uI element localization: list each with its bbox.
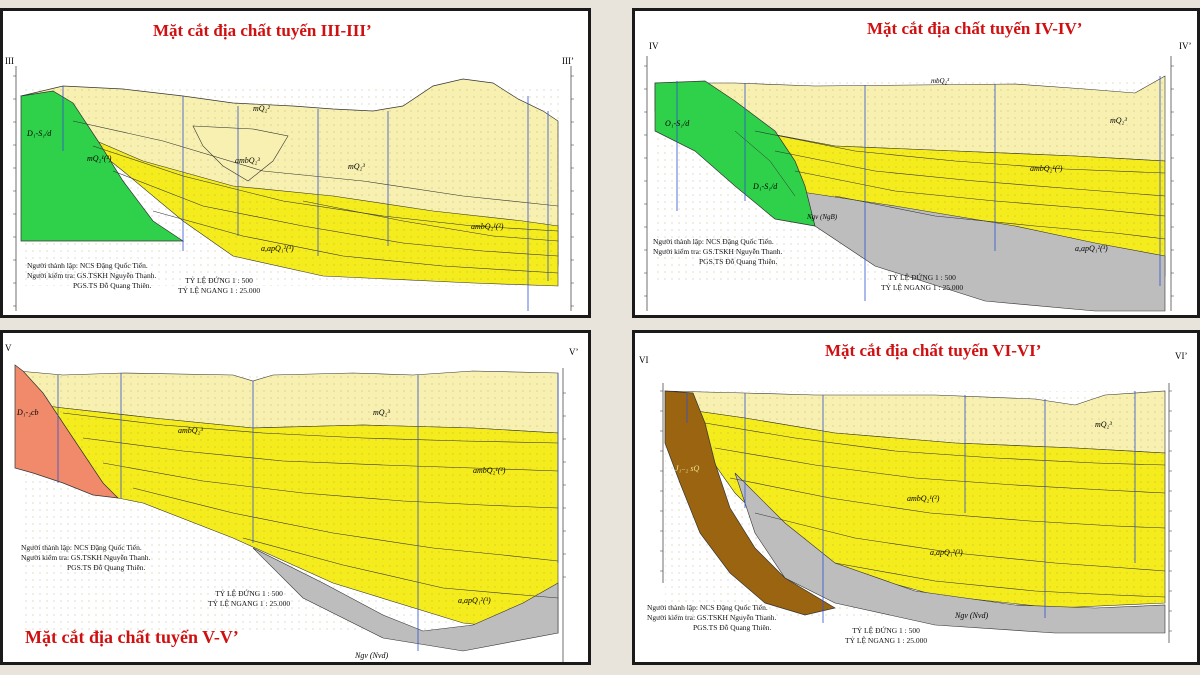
unit-label: Ngv (NgB) (806, 213, 838, 221)
credit-maker: Người thành lập: NCS Đặng Quốc Tiến. (653, 237, 774, 246)
unit-label: mQ₂³ (1110, 116, 1127, 125)
section-vi-credits: Người thành lập: NCS Đặng Quốc Tiến. Ngư… (647, 603, 776, 633)
section-iii-left-end: III (5, 56, 14, 66)
credit-checker-2: PGS.TS Đỗ Quang Thiên. (73, 281, 152, 290)
credit-checker: Người kiểm tra: GS.TSKH Nguyễn Thanh. (647, 613, 777, 622)
section-iv-title: Mặt cắt địa chất tuyến IV-IV’ (867, 19, 1083, 38)
scale-horizontal: TỶ LỆ NGANG 1 : 25.000 (881, 283, 964, 292)
scale-horizontal: TỶ LỆ NGANG 1 : 25.000 (845, 636, 928, 645)
section-v-title: Mặt cắt địa chất tuyến V-V’ (25, 627, 239, 647)
section-vi-right-end: VI’ (1175, 351, 1188, 361)
section-vi-panel: VI VI’ J₁₋₂ sQ mQ₂³ ambQ₂¹(²) a,apQ₁²(³)… (632, 330, 1200, 665)
section-v-panel: V V’ D₁-₂cb mQ₂³ ambQ₂³ ambQ₂¹(²) a,apQ₁… (0, 330, 591, 665)
unit-label: mbQ₂³ (931, 77, 950, 85)
credit-checker-2: PGS.TS Đỗ Quang Thiên. (693, 623, 772, 632)
scale-vertical: TỶ LỆ ĐỨNG 1 : 500 (852, 626, 920, 635)
credit-checker: Người kiểm tra: GS.TSKH Nguyễn Thanh. (653, 247, 783, 256)
unit-label: mQ₂³ (373, 408, 390, 417)
section-iv-left-end: IV (649, 41, 659, 51)
credit-maker: Người thành lập: NCS Đặng Quốc Tiến. (21, 543, 142, 552)
unit-label: D₁-₂cb (16, 408, 39, 417)
unit-label: ambQ₂³ (178, 426, 203, 435)
unit-label: O₁-S₁/d (665, 119, 690, 128)
credit-checker-2: PGS.TS Đỗ Quang Thiên. (67, 563, 146, 572)
scale-vertical: TỶ LỆ ĐỨNG 1 : 500 (888, 273, 956, 282)
unit-label: mQ₂¹(²) (87, 154, 112, 163)
section-iii-panel: III III’ D₁-S₁/d mQ₂¹(²) mQ₂² mQ₂³ ambQ₂… (0, 8, 591, 318)
unit-label: ambQ₂¹(²) (473, 466, 506, 475)
unit-label: ambQ₂¹(²) (907, 494, 940, 503)
credit-checker: Người kiểm tra: GS.TSKH Nguyễn Thanh. (27, 271, 157, 280)
unit-label: Ngv (Nvd) (954, 611, 988, 620)
section-iii-credits: Người thành lập: NCS Đặng Quốc Tiến. Ngư… (27, 261, 156, 291)
unit-label: a,apQ₁²(³) (930, 548, 963, 557)
section-iv-scale: TỶ LỆ ĐỨNG 1 : 500 TỶ LỆ NGANG 1 : 25.00… (881, 273, 963, 293)
credit-checker-2: PGS.TS Đỗ Quang Thiên. (699, 257, 778, 266)
section-iv-drawing: IV IV’ O₁-S₁/d D₁-S₁/d mbQ₂³ mQ₂³ ambQ₂¹… (644, 41, 1192, 312)
unit-label: Ngv (Nvd) (354, 651, 388, 660)
scale-vertical: TỶ LỆ ĐỨNG 1 : 500 (215, 589, 283, 598)
credit-maker: Người thành lập: NCS Đặng Quốc Tiến. (27, 261, 148, 270)
section-vi-drawing: VI VI’ J₁₋₂ sQ mQ₂³ ambQ₂¹(²) a,apQ₁²(³)… (639, 351, 1188, 643)
credit-maker: Người thành lập: NCS Đặng Quốc Tiến. (647, 603, 768, 612)
unit-label: a,apQ₁²(³) (458, 596, 491, 605)
unit-label: ambQ₂³ (235, 156, 260, 165)
unit-label: a,apQ₁²(³) (1075, 244, 1108, 253)
section-vi-title: Mặt cắt địa chất tuyến VI-VI’ (825, 341, 1042, 360)
unit-label: ambQ₂¹(²) (471, 222, 504, 231)
scale-horizontal: TỶ LỆ NGANG 1 : 25.000 (208, 599, 291, 608)
unit-label: ambQ₂¹(²) (1030, 164, 1063, 173)
unit-label: mQ₂² (253, 104, 270, 113)
section-v-scale: TỶ LỆ ĐỨNG 1 : 500 TỶ LỆ NGANG 1 : 25.00… (208, 589, 290, 609)
section-vi-left-end: VI (639, 355, 649, 365)
section-iv-right-end: IV’ (1179, 41, 1192, 51)
unit-label: mQ₂³ (1095, 420, 1112, 429)
scale-vertical: TỶ LỆ ĐỨNG 1 : 500 (185, 276, 253, 285)
section-iii-right-end: III’ (562, 56, 574, 66)
section-v-right-end: V’ (569, 347, 579, 357)
unit-label: a,apQ₁²(³) (261, 244, 294, 253)
scale-horizontal: TỶ LỆ NGANG 1 : 25.000 (178, 286, 261, 295)
unit-label: mQ₂³ (348, 162, 365, 171)
section-v-drawing: V V’ D₁-₂cb mQ₂³ ambQ₂³ ambQ₂¹(²) a,apQ₁… (5, 343, 579, 662)
credit-checker: Người kiểm tra: GS.TSKH Nguyễn Thanh. (21, 553, 151, 562)
section-v-credits: Người thành lập: NCS Đặng Quốc Tiến. Ngư… (21, 543, 150, 573)
section-vi-scale: TỶ LỆ ĐỨNG 1 : 500 TỶ LỆ NGANG 1 : 25.00… (845, 626, 927, 646)
section-iii-drawing: III III’ D₁-S₁/d mQ₂¹(²) mQ₂² mQ₂³ ambQ₂… (5, 56, 574, 311)
section-v-left-end: V (5, 343, 12, 353)
section-iv-panel: IV IV’ O₁-S₁/d D₁-S₁/d mbQ₂³ mQ₂³ ambQ₂¹… (632, 8, 1200, 318)
section-iii-title: Mặt cắt địa chất tuyến III-III’ (153, 21, 372, 40)
unit-label: D₁-S₁/d (26, 129, 52, 138)
unit-label: J₁₋₂ sQ (675, 464, 699, 473)
section-iii-scale: TỶ LỆ ĐỨNG 1 : 500 TỶ LỆ NGANG 1 : 25.00… (178, 276, 260, 296)
unit-label: D₁-S₁/d (752, 182, 778, 191)
section-iv-credits: Người thành lập: NCS Đặng Quốc Tiến. Ngư… (653, 237, 782, 267)
